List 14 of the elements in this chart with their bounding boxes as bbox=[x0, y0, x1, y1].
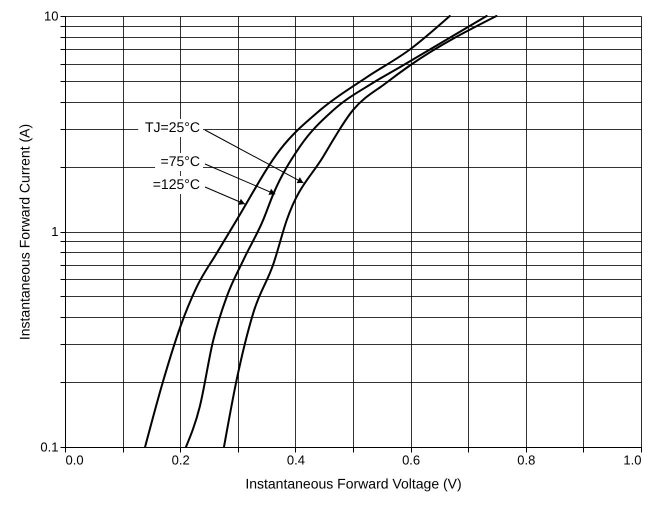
annotation: =75°C bbox=[160, 153, 200, 169]
x-tick-label: 0.4 bbox=[286, 452, 305, 468]
x-tick-label: 0.8 bbox=[517, 452, 536, 468]
x-tick-label: 0.0 bbox=[66, 452, 84, 468]
x-axis-title: Instantaneous Forward Voltage (V) bbox=[245, 476, 462, 492]
x-tick-label: 0.2 bbox=[172, 452, 190, 468]
x-tick-label: 0.6 bbox=[402, 452, 420, 468]
annotation: TJ=25°C bbox=[144, 119, 200, 135]
x-tick-label: 1.0 bbox=[623, 452, 642, 468]
y-tick-label: 1 bbox=[51, 224, 58, 239]
y-axis-title: Instantaneous Forward Current (A) bbox=[16, 124, 32, 340]
y-tick-label: 10 bbox=[44, 8, 58, 24]
y-tick-label: 0.1 bbox=[40, 440, 58, 454]
annotation: =125°C bbox=[152, 176, 200, 192]
